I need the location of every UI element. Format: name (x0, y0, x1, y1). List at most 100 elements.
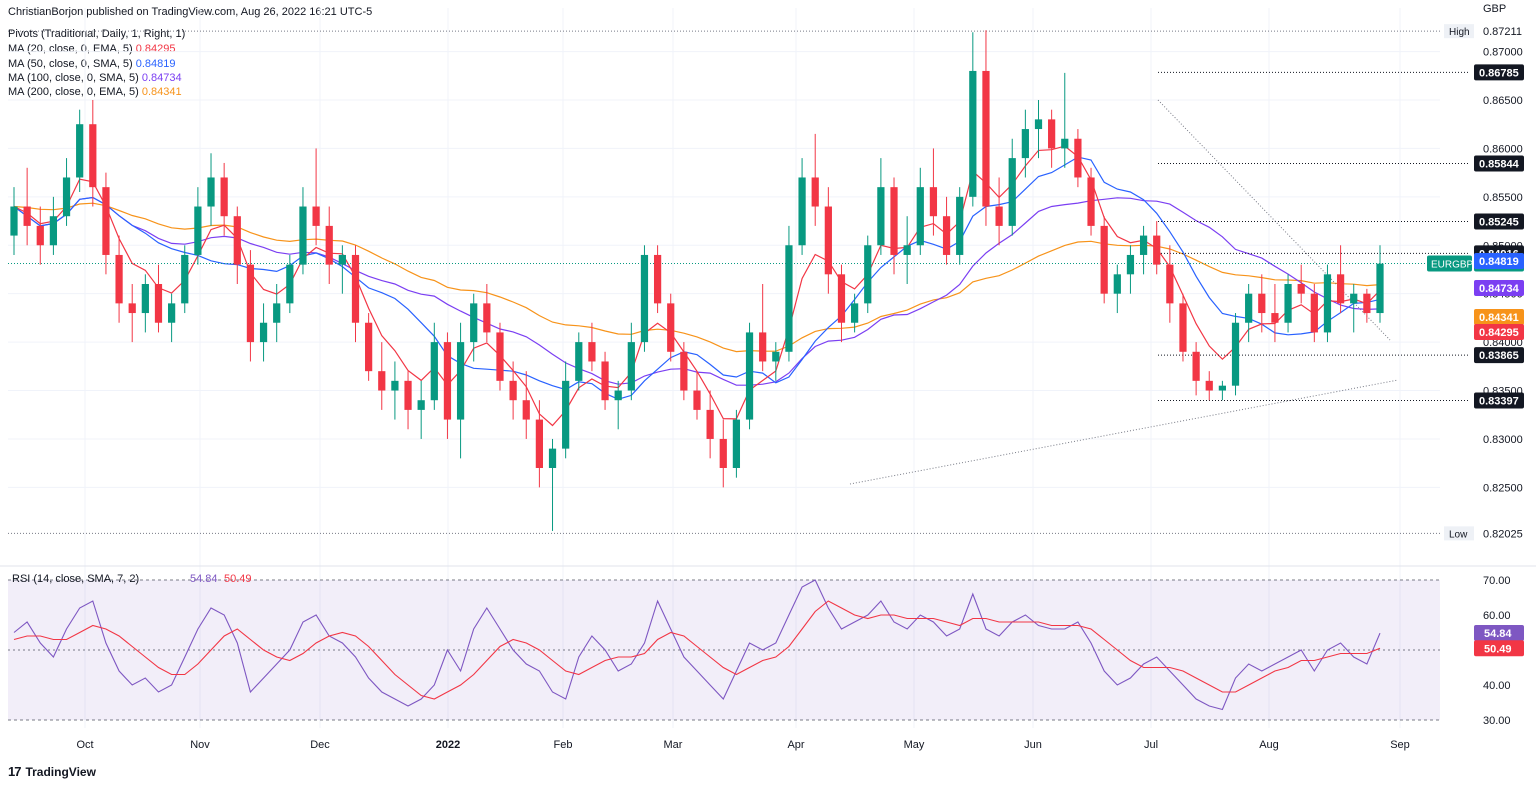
candle (1074, 129, 1082, 188)
low-tag: Low 0.82025 (1444, 526, 1523, 541)
rsi-tick-label: 70.00 (1483, 575, 1511, 587)
candle-body (76, 124, 84, 178)
candle-body (995, 206, 1003, 226)
candle-body (903, 245, 911, 255)
footer-brand[interactable]: 17 TradingView (8, 764, 96, 779)
rsi-line (13, 579, 1381, 711)
candle (1113, 264, 1121, 314)
candle-body (1218, 385, 1226, 391)
ma50-line (13, 156, 1381, 400)
candle (259, 303, 268, 362)
pivot-tag: 0.85245 (1474, 213, 1524, 230)
candle-body (1258, 293, 1266, 314)
candle (956, 187, 964, 265)
candle (929, 148, 938, 236)
candle (483, 284, 491, 343)
candles (10, 30, 1384, 531)
ma-tag-value: 0.84819 (1479, 256, 1519, 268)
rsi-tag-bg (1474, 625, 1524, 642)
candle-body (338, 254, 346, 265)
candle (588, 322, 596, 372)
candle-body (1310, 293, 1318, 333)
pivot-tag-bg (1474, 392, 1524, 409)
candle (903, 216, 911, 284)
candle (1008, 138, 1016, 236)
candle (417, 380, 425, 439)
candle (824, 187, 832, 294)
candle (680, 342, 688, 401)
tag-label: High (1449, 27, 1470, 38)
candle (982, 30, 990, 226)
pivot-tag-bg (1474, 347, 1524, 364)
pivot-tag-bg (1474, 64, 1524, 81)
time-tick-label: Jun (1024, 739, 1042, 751)
candle (1034, 100, 1043, 159)
time-tick-label: Aug (1259, 739, 1279, 751)
candle (325, 206, 333, 284)
candle-body (942, 216, 951, 255)
indicator-label: MA (100, close, 0, SMA, 5) (8, 72, 139, 84)
candle-body (535, 419, 543, 468)
candle (1350, 284, 1358, 333)
tradingview-logo-icon: 17 (8, 764, 22, 779)
rsi-tick-label: 40.00 (1483, 680, 1511, 692)
candle (837, 264, 846, 343)
candle (1363, 288, 1371, 323)
candle-body (824, 206, 832, 275)
candle (23, 167, 31, 246)
time-tick-label: Oct (76, 739, 93, 751)
candle-body (1061, 138, 1069, 149)
pivot-tag-bg (1474, 155, 1524, 172)
candle (1205, 371, 1213, 401)
chart-grid (0, 8, 1536, 728)
pivot-tag: 0.83397 (1474, 392, 1524, 409)
ma-tag-value: 0.84734 (1479, 283, 1520, 295)
candle-body (837, 274, 846, 323)
candle (76, 109, 84, 192)
candle-body (1034, 119, 1043, 130)
candle (759, 284, 767, 372)
publisher-line: ChristianBorjon published on TradingView… (8, 6, 373, 18)
candle-body (588, 342, 596, 362)
candle-body (273, 303, 281, 323)
candle-body (956, 196, 964, 255)
candle-body (509, 380, 517, 401)
support-trendline (849, 379, 1399, 485)
axis-labels: 0.870000.865000.860000.855000.850000.845… (12, 3, 1524, 751)
price-tick-label: 0.86000 (1483, 143, 1523, 155)
candle-body (667, 303, 675, 352)
candle-body (575, 342, 583, 381)
candle (1100, 216, 1108, 304)
candle (548, 438, 557, 531)
candle-body (365, 322, 373, 372)
time-tick-label: Sep (1390, 739, 1410, 751)
candle-body (890, 187, 898, 255)
candle-body (325, 225, 333, 265)
candle (509, 361, 517, 420)
high-tag: High 0.87211 (1444, 24, 1522, 39)
candle (286, 254, 294, 314)
candle (456, 322, 465, 459)
ma-tag: 0.84295 (1474, 324, 1524, 340)
symbol-tag-label: EURGBP (1431, 259, 1474, 270)
time-tick-label: May (904, 739, 925, 751)
pivot-tag: 0.83865 (1474, 347, 1524, 364)
candle (338, 245, 346, 294)
pivot-tag: 0.85844 (1474, 155, 1524, 172)
candle-body (1297, 284, 1305, 294)
indicator-label: MA (200, close, 0, EMA, 5) (8, 86, 139, 98)
candle-body (680, 351, 688, 391)
candle-body (49, 216, 58, 246)
rsi-tag-value: 54.84 (1484, 628, 1512, 640)
candle (1336, 245, 1345, 314)
candle-body (1179, 303, 1187, 352)
candle-body (1166, 264, 1174, 304)
candle-body (1153, 235, 1161, 265)
candle (470, 293, 478, 362)
candle (693, 371, 701, 420)
candle (1310, 284, 1318, 343)
candle (942, 196, 951, 265)
candle-body (299, 206, 307, 265)
candle (299, 187, 307, 275)
